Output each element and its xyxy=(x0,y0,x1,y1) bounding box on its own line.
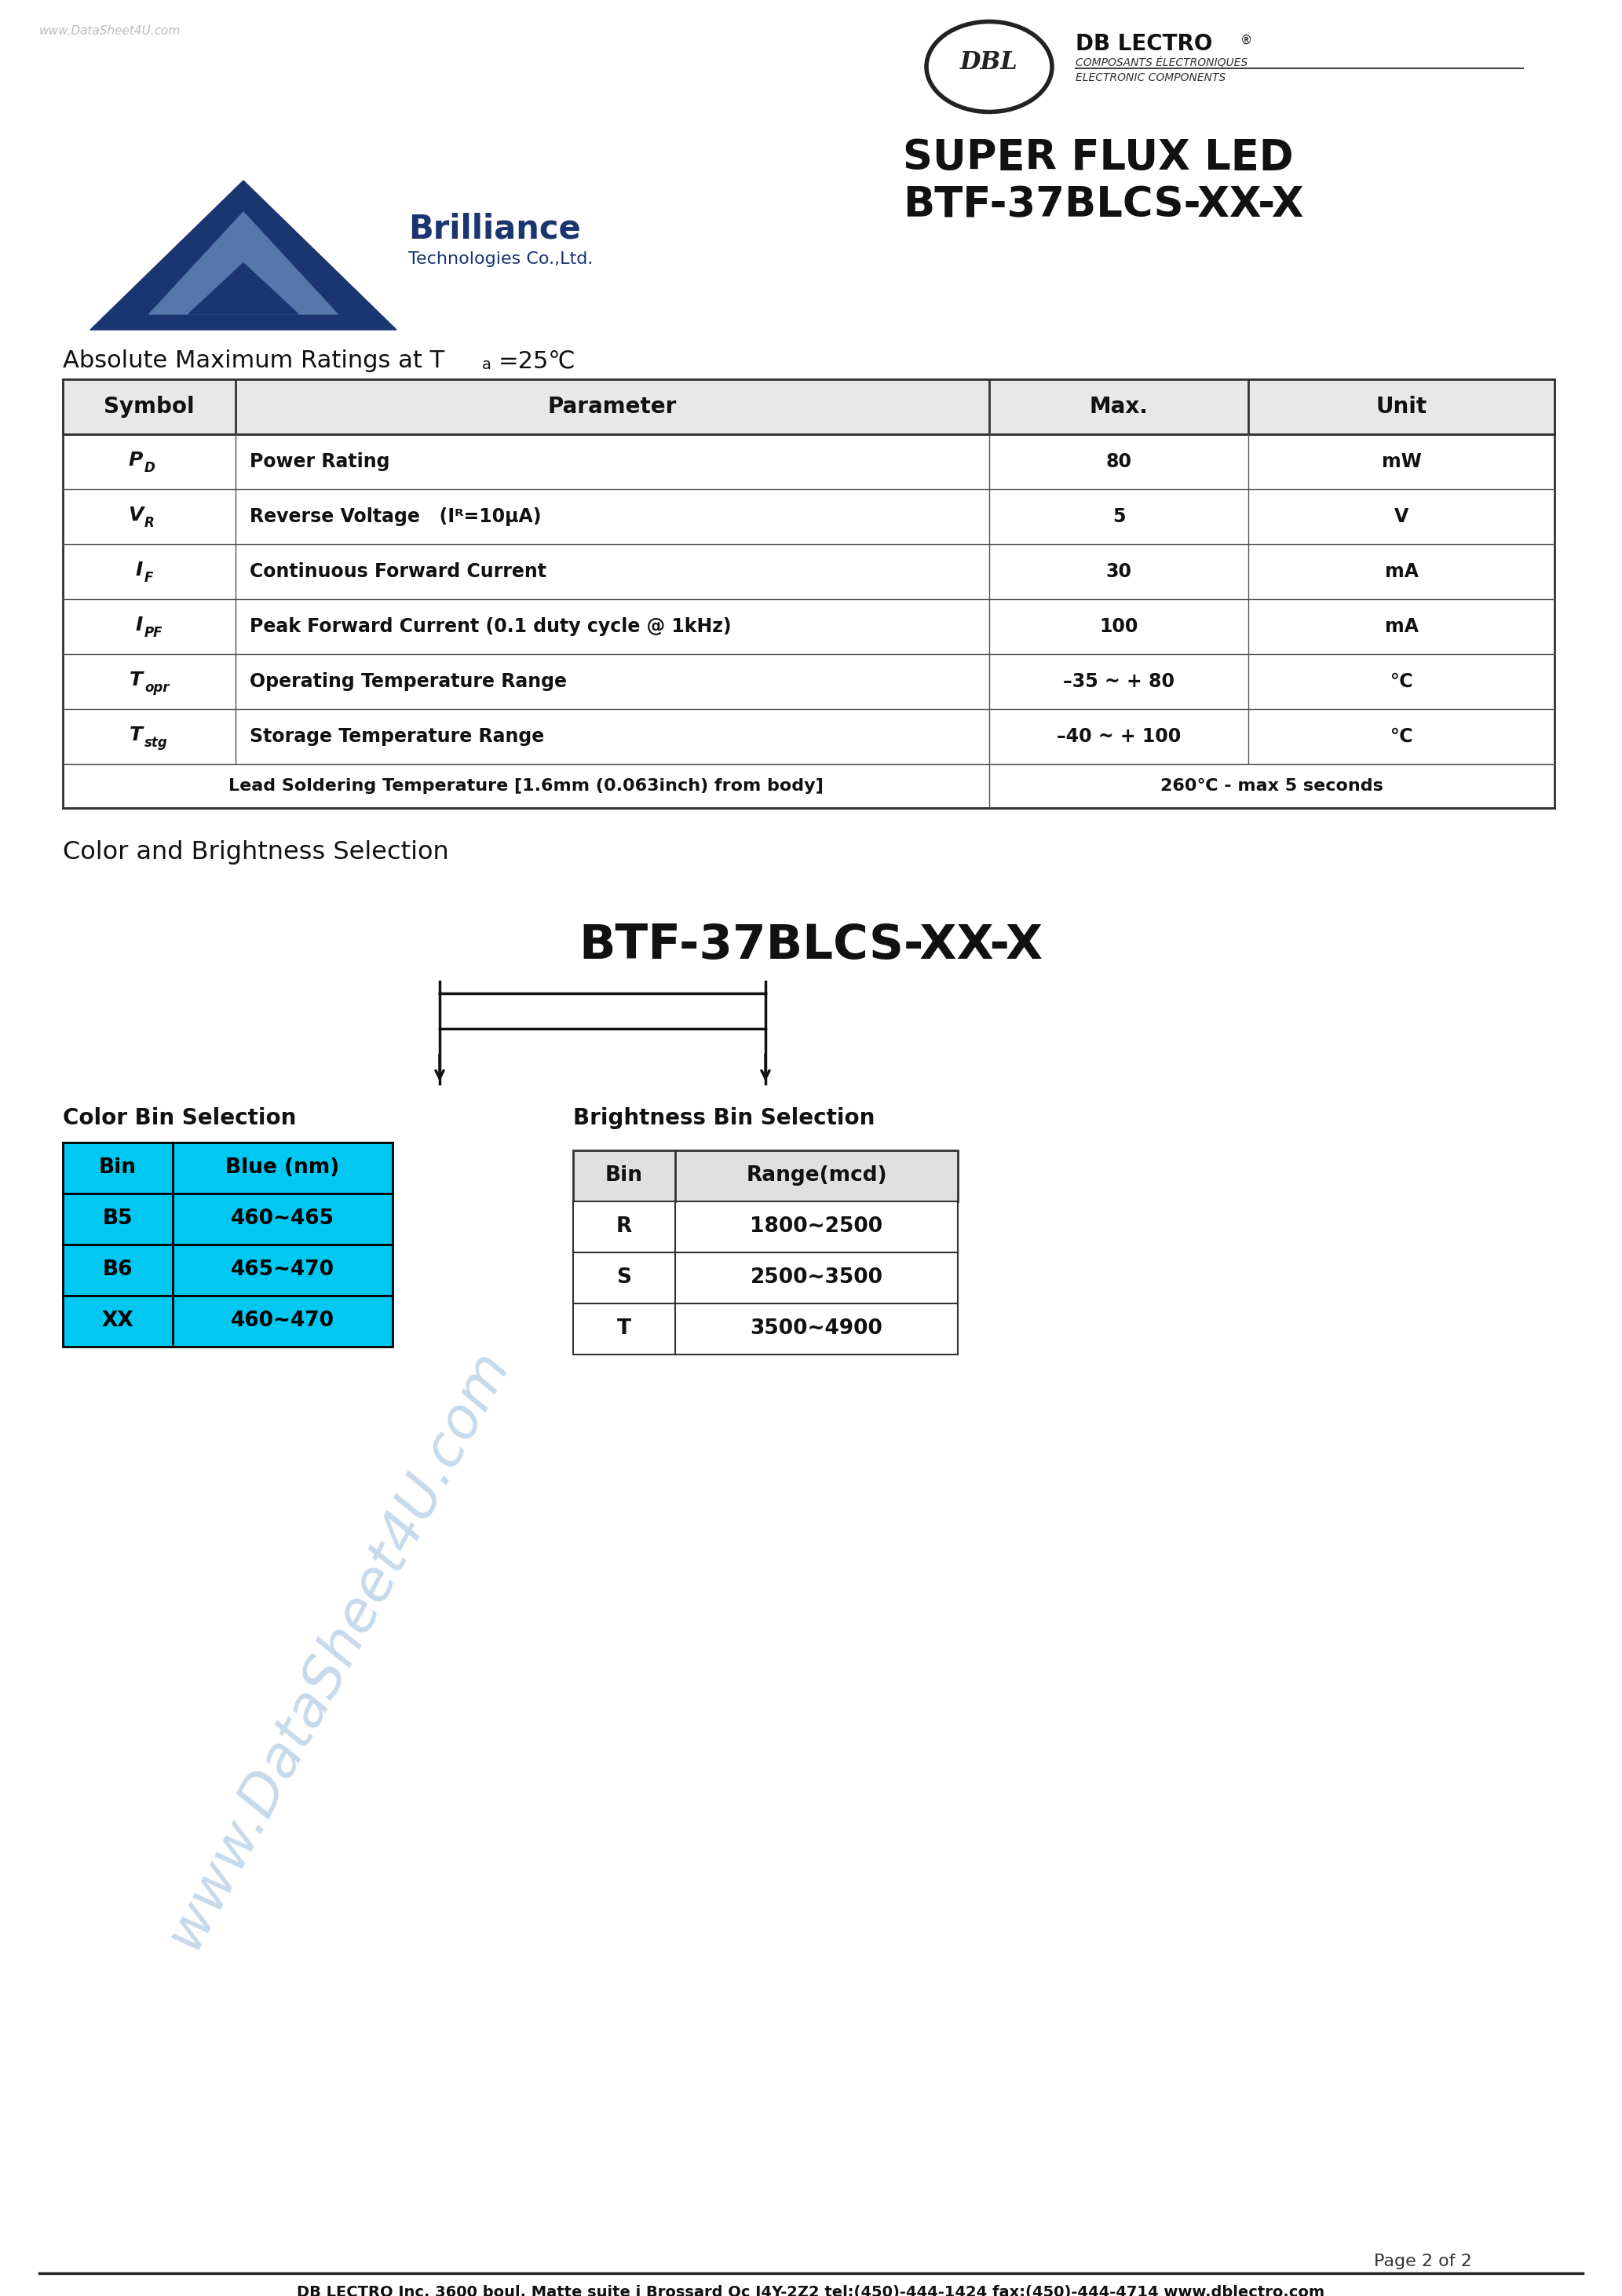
Text: mA: mA xyxy=(1385,618,1418,636)
Text: I: I xyxy=(136,560,143,579)
Text: stg: stg xyxy=(144,735,167,751)
Text: 260℃ - max 5 seconds: 260℃ - max 5 seconds xyxy=(1160,778,1384,794)
Text: DB LECTRO: DB LECTRO xyxy=(1075,32,1213,55)
Text: –35 ~ + 80: –35 ~ + 80 xyxy=(1062,673,1174,691)
Polygon shape xyxy=(63,1194,393,1244)
Text: V: V xyxy=(128,505,143,523)
Text: mA: mA xyxy=(1385,563,1418,581)
Text: BTF-37BLCS-XX-X: BTF-37BLCS-XX-X xyxy=(579,923,1043,969)
Text: COMPOSANTS ÉLECTRONIQUES: COMPOSANTS ÉLECTRONIQUES xyxy=(1075,57,1247,69)
Text: Unit: Unit xyxy=(1375,395,1427,418)
Text: 80: 80 xyxy=(1106,452,1132,471)
Text: DB LECTRO Inc. 3600 boul. Matte suite i Brossard Qc J4Y-2Z2 tel:(450)-444-1424 f: DB LECTRO Inc. 3600 boul. Matte suite i … xyxy=(297,2285,1325,2296)
Polygon shape xyxy=(91,181,396,331)
Text: 100: 100 xyxy=(1100,618,1139,636)
Text: R: R xyxy=(144,517,154,530)
Text: opr: opr xyxy=(144,682,169,696)
Polygon shape xyxy=(188,264,298,315)
Text: Technologies Co.,Ltd.: Technologies Co.,Ltd. xyxy=(409,250,594,266)
Text: DBL: DBL xyxy=(960,51,1019,76)
Polygon shape xyxy=(573,1251,959,1304)
Text: 30: 30 xyxy=(1106,563,1132,581)
Text: www.DataSheet4U.com: www.DataSheet4U.com xyxy=(39,25,180,37)
Text: S: S xyxy=(616,1267,631,1288)
Polygon shape xyxy=(149,211,337,315)
Text: Color Bin Selection: Color Bin Selection xyxy=(63,1107,297,1130)
Text: 2500~3500: 2500~3500 xyxy=(749,1267,882,1288)
Text: 3500~4900: 3500~4900 xyxy=(751,1318,882,1339)
Text: 460~470: 460~470 xyxy=(230,1311,334,1332)
Text: I: I xyxy=(136,615,143,634)
Text: a: a xyxy=(482,358,491,372)
Text: ℃: ℃ xyxy=(1390,673,1413,691)
Text: T: T xyxy=(616,1318,631,1339)
Text: B5: B5 xyxy=(102,1208,133,1228)
Text: SUPER FLUX LED: SUPER FLUX LED xyxy=(903,138,1293,179)
Text: R: R xyxy=(616,1217,633,1238)
Text: Color and Brightness Selection: Color and Brightness Selection xyxy=(63,840,449,866)
Text: =25℃: =25℃ xyxy=(498,349,576,372)
Text: Bin: Bin xyxy=(99,1157,136,1178)
Text: XX: XX xyxy=(102,1311,133,1332)
Text: Operating Temperature Range: Operating Temperature Range xyxy=(250,673,566,691)
Text: F: F xyxy=(144,572,154,585)
Text: 465~470: 465~470 xyxy=(230,1261,334,1279)
Text: Absolute Maximum Ratings at T: Absolute Maximum Ratings at T xyxy=(63,349,444,372)
Text: Power Rating: Power Rating xyxy=(250,452,389,471)
Text: D: D xyxy=(144,461,156,475)
Text: Symbol: Symbol xyxy=(104,395,195,418)
Text: P: P xyxy=(128,450,143,471)
Text: 1800~2500: 1800~2500 xyxy=(749,1217,882,1238)
Text: PF: PF xyxy=(144,627,162,641)
Text: Parameter: Parameter xyxy=(548,395,676,418)
Text: –40 ~ + 100: –40 ~ + 100 xyxy=(1056,728,1181,746)
Text: ELECTRONIC COMPONENTS: ELECTRONIC COMPONENTS xyxy=(1075,71,1226,83)
Text: Lead Soldering Temperature [1.6mm (0.063inch) from body]: Lead Soldering Temperature [1.6mm (0.063… xyxy=(229,778,824,794)
Text: Blue (nm): Blue (nm) xyxy=(225,1157,339,1178)
Polygon shape xyxy=(63,1244,393,1295)
Text: Bin: Bin xyxy=(605,1166,642,1185)
Text: Storage Temperature Range: Storage Temperature Range xyxy=(250,728,545,746)
Text: www.DataSheet4U.com: www.DataSheet4U.com xyxy=(156,1341,519,1958)
Text: Max.: Max. xyxy=(1090,395,1148,418)
Text: Continuous Forward Current: Continuous Forward Current xyxy=(250,563,547,581)
Polygon shape xyxy=(63,379,1554,434)
Polygon shape xyxy=(573,1201,959,1251)
Polygon shape xyxy=(63,1143,393,1194)
Text: V: V xyxy=(1395,507,1408,526)
Text: T: T xyxy=(130,726,143,744)
Text: B6: B6 xyxy=(102,1261,133,1279)
Text: Peak Forward Current (0.1 duty cycle @ 1kHz): Peak Forward Current (0.1 duty cycle @ 1… xyxy=(250,618,732,636)
Text: 460~465: 460~465 xyxy=(230,1208,334,1228)
Polygon shape xyxy=(63,1295,393,1348)
Polygon shape xyxy=(573,1304,959,1355)
Text: Page 2 of 2: Page 2 of 2 xyxy=(1374,2255,1471,2268)
Text: Range(mcd): Range(mcd) xyxy=(746,1166,887,1185)
Polygon shape xyxy=(573,1150,959,1201)
Text: Brilliance: Brilliance xyxy=(409,211,581,246)
Text: ®: ® xyxy=(1241,34,1252,46)
Text: Reverse Voltage   (Iᴿ=10μA): Reverse Voltage (Iᴿ=10μA) xyxy=(250,507,542,526)
Text: BTF-37BLCS-XX-X: BTF-37BLCS-XX-X xyxy=(903,184,1304,225)
Text: mW: mW xyxy=(1382,452,1421,471)
Text: 5: 5 xyxy=(1113,507,1126,526)
Text: T: T xyxy=(130,670,143,689)
Text: ℃: ℃ xyxy=(1390,728,1413,746)
Text: Brightness Bin Selection: Brightness Bin Selection xyxy=(573,1107,874,1130)
